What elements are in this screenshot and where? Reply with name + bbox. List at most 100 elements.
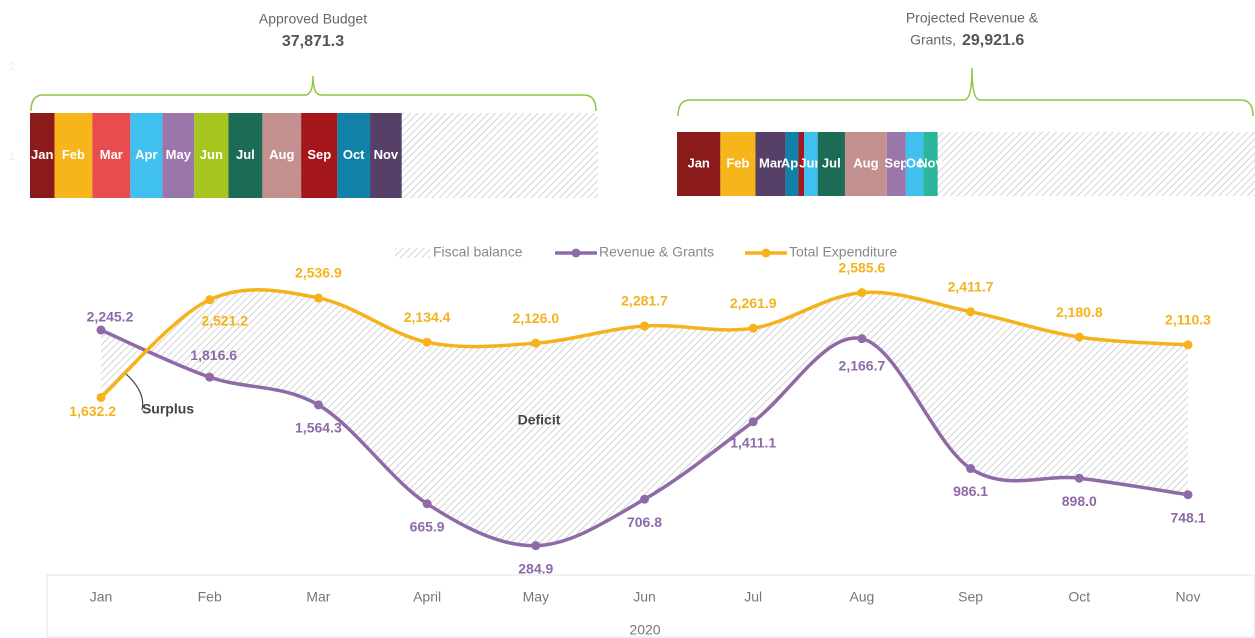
value-label: 748.1 bbox=[1170, 509, 1205, 525]
bar-total: 29,921.6 bbox=[962, 32, 1024, 49]
value-label: 2,521.2 bbox=[201, 312, 248, 328]
value-label: 2,245.2 bbox=[87, 309, 134, 325]
x-tick-label: May bbox=[523, 589, 549, 605]
x-tick-label: Oct bbox=[1068, 589, 1090, 605]
series-line bbox=[100, 328, 1189, 548]
bar-segment bbox=[677, 132, 721, 196]
x-tick-label: Mar bbox=[306, 589, 330, 605]
bar-segment-label: Nov bbox=[918, 155, 943, 170]
bar-segment bbox=[844, 132, 887, 196]
bar-segment bbox=[886, 132, 906, 196]
data-point bbox=[966, 464, 976, 474]
data-point bbox=[96, 392, 106, 402]
data-point bbox=[313, 293, 323, 303]
bar-segment bbox=[785, 132, 799, 196]
data-point bbox=[1183, 340, 1193, 350]
bar-segment-label: Jan bbox=[31, 147, 53, 162]
value-label: 2,126.0 bbox=[512, 310, 559, 326]
bar-title: Approved Budget bbox=[259, 11, 367, 27]
data-point bbox=[531, 338, 541, 348]
bar-segment bbox=[923, 132, 938, 196]
bar-segment-label: Nov bbox=[374, 147, 399, 162]
bar-segment-label: Aug bbox=[853, 155, 878, 170]
annotation: Surplus bbox=[142, 401, 194, 417]
value-label: 2,110.3 bbox=[1165, 312, 1211, 328]
bar-segment bbox=[54, 113, 93, 198]
legend-dot bbox=[571, 248, 581, 258]
data-point bbox=[1074, 332, 1084, 342]
bar-segment-label: Aug bbox=[269, 147, 294, 162]
legend-label: Total Expenditure bbox=[789, 244, 897, 260]
x-tick-label: Sep bbox=[958, 589, 983, 605]
value-label: 2,585.6 bbox=[839, 259, 886, 275]
brace bbox=[677, 67, 1254, 117]
bar-segment-label: Oc bbox=[906, 155, 923, 170]
bar-segment bbox=[301, 113, 338, 198]
bar-total: 37,871.3 bbox=[282, 33, 344, 50]
bar-segment bbox=[228, 113, 263, 198]
value-label: 706.8 bbox=[627, 514, 662, 530]
bar-segment bbox=[262, 113, 302, 198]
legend-label: Revenue & Grants bbox=[599, 244, 714, 260]
x-tick-label: Nov bbox=[1176, 589, 1201, 605]
data-point bbox=[857, 334, 867, 344]
bar-title: Grants, bbox=[910, 32, 956, 48]
bar-segment-label: Sep bbox=[307, 147, 331, 162]
bar-segment bbox=[337, 113, 371, 198]
x-tick-label: Aug bbox=[849, 589, 874, 605]
data-point bbox=[205, 295, 215, 305]
x-axis-box bbox=[46, 574, 1255, 638]
data-point bbox=[96, 325, 106, 335]
bar-segment-label: Jun bbox=[200, 147, 223, 162]
annotation-leader bbox=[125, 373, 144, 411]
bar-segment-label: Feb bbox=[62, 147, 85, 162]
bar-segment bbox=[905, 132, 924, 196]
bar-segment bbox=[755, 132, 786, 196]
data-point bbox=[748, 323, 758, 333]
bar-segment-label: Jul bbox=[822, 155, 841, 170]
data-point bbox=[857, 288, 867, 298]
data-point bbox=[966, 307, 976, 317]
value-label: 2,536.9 bbox=[295, 265, 342, 281]
value-label: 1,411.1 bbox=[730, 434, 776, 450]
x-tick-label: Jan bbox=[90, 589, 113, 605]
bar-segment-label: Jun bbox=[799, 155, 822, 170]
data-point bbox=[205, 372, 215, 382]
x-tick-label: Jun bbox=[633, 589, 656, 605]
data-point bbox=[313, 400, 323, 410]
value-label: 2,411.7 bbox=[948, 278, 994, 294]
bar-segment bbox=[194, 113, 229, 198]
bar-segment-label: Jan bbox=[687, 155, 709, 170]
bar-segment-label: Mar bbox=[100, 147, 123, 162]
x-tick-label: Jul bbox=[744, 589, 762, 605]
bar-segment-label: Mar bbox=[759, 155, 782, 170]
bar-segment bbox=[130, 113, 163, 198]
x-axis-title: 2020 bbox=[629, 622, 660, 638]
data-point bbox=[748, 417, 758, 427]
data-point bbox=[640, 321, 649, 331]
bar-segment-label: Sep bbox=[884, 155, 908, 170]
legend-swatch bbox=[395, 248, 430, 258]
annotation: Deficit bbox=[518, 412, 561, 428]
value-label: 2,166.7 bbox=[839, 357, 886, 373]
value-label: 1,816.6 bbox=[190, 347, 237, 363]
bar-segment bbox=[162, 113, 195, 198]
bar-segment bbox=[720, 132, 756, 196]
legend-label: Fiscal balance bbox=[433, 244, 523, 260]
value-label: 2,281.7 bbox=[621, 293, 668, 309]
bar-segment bbox=[30, 113, 55, 198]
value-label: 665.9 bbox=[410, 518, 445, 534]
data-point bbox=[531, 541, 541, 551]
fiscal-balance-area bbox=[101, 289, 1188, 546]
x-tick-label: April bbox=[413, 589, 441, 605]
x-tick-label: Feb bbox=[198, 589, 222, 605]
bar-segment-label: Apr bbox=[781, 155, 803, 170]
value-label: 986.1 bbox=[953, 483, 988, 499]
data-point bbox=[1074, 473, 1084, 483]
bar-segment bbox=[804, 132, 818, 196]
value-label: 2,180.8 bbox=[1056, 304, 1103, 320]
legend-dot bbox=[761, 248, 771, 258]
bar-axis-label: 2 bbox=[9, 61, 15, 73]
data-point bbox=[422, 499, 432, 509]
